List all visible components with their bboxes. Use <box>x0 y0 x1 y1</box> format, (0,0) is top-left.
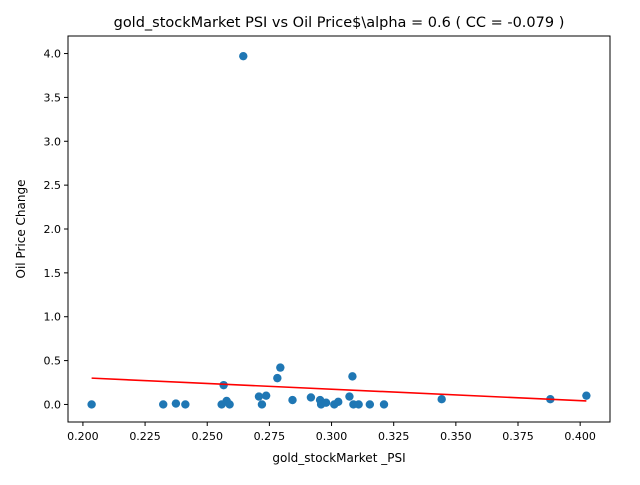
x-tick-label: 0.350 <box>440 430 472 443</box>
regression-line <box>91 377 587 402</box>
y-tick-label: 1.0 <box>44 311 62 324</box>
y-tick-label: 2.5 <box>44 179 62 192</box>
x-tick-label: 0.375 <box>502 430 534 443</box>
data-point <box>345 392 354 401</box>
data-point <box>348 372 357 381</box>
data-point <box>225 400 234 409</box>
y-tick-label: 2.0 <box>44 223 62 236</box>
data-point <box>276 363 285 372</box>
y-tick-label: 3.5 <box>44 91 62 104</box>
data-point <box>257 400 267 409</box>
data-point <box>254 392 264 401</box>
data-point <box>181 400 190 409</box>
data-point <box>306 393 316 402</box>
data-point <box>219 380 228 390</box>
data-point <box>321 398 331 407</box>
data-point <box>582 391 591 400</box>
x-axis: 0.200 0.225 0.250 0.275 0.300 0.325 0.350 0.375… <box>67 422 596 443</box>
chart-title: gold_stockMarket PSI vs Oil Price$\alpha… <box>114 15 565 31</box>
data-point <box>354 400 363 409</box>
x-axis-label: gold_stockMarket _PSI <box>272 451 405 465</box>
y-tick-label: 0.0 <box>44 398 62 411</box>
y-tick-label: 1.5 <box>44 267 62 280</box>
data-point <box>334 397 343 407</box>
data-point <box>159 400 168 409</box>
x-tick-label: 0.300 <box>316 430 348 443</box>
data-point <box>87 400 96 409</box>
y-axis: 0.0 0.5 1.0 1.5 2.0 2.5 3.0 3.5 4.0 <box>44 48 68 411</box>
x-tick-label: 0.400 <box>564 430 596 443</box>
x-tick-label: 0.250 <box>191 430 223 443</box>
x-tick-label: 0.225 <box>129 430 161 443</box>
data-point <box>273 373 282 383</box>
y-axis-label: Oil Price Change <box>14 180 28 279</box>
y-tick-label: 0.5 <box>44 355 62 368</box>
y-tick-label: 3.0 <box>44 135 62 148</box>
x-tick-label: 0.200 <box>67 430 99 443</box>
data-point <box>239 51 248 61</box>
data-point <box>437 394 446 404</box>
plot-area <box>87 51 591 409</box>
data-point <box>365 400 375 409</box>
data-point <box>379 400 389 409</box>
plot-frame <box>67 35 611 423</box>
data-point <box>171 399 181 408</box>
data-point <box>261 391 271 400</box>
data-point <box>288 395 297 405</box>
x-tick-label: 0.325 <box>378 430 410 443</box>
x-tick-label: 0.275 <box>254 430 286 443</box>
y-tick-label: 4.0 <box>44 48 62 61</box>
